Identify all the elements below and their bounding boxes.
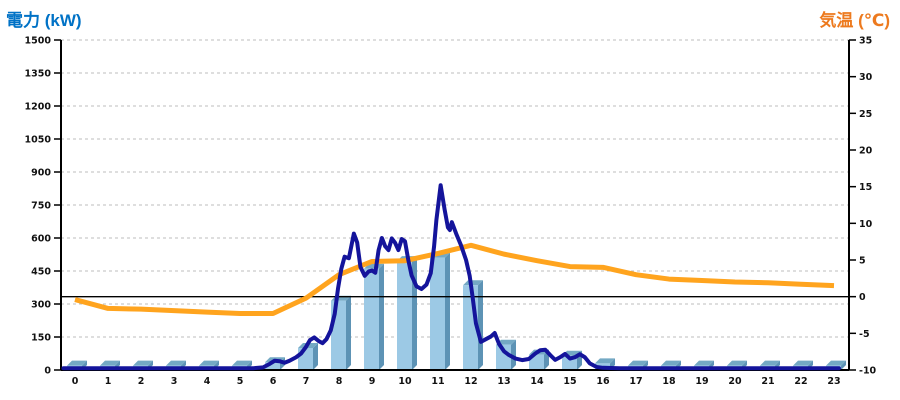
x-label-5: 5	[237, 376, 244, 387]
bar-top-hour-21	[760, 360, 780, 366]
x-label-22: 22	[794, 376, 807, 387]
x-label-21: 21	[761, 376, 774, 387]
x-label-16: 16	[596, 376, 610, 387]
bar-hour-10	[397, 261, 412, 370]
bar-hour-13	[496, 344, 511, 370]
bar-side-hour-12	[478, 280, 483, 370]
left-tick-label-1500: 1500	[25, 36, 52, 47]
bar-top-hour-0	[67, 360, 87, 366]
x-label-12: 12	[464, 376, 477, 387]
bar-side-hour-7	[313, 343, 318, 370]
right-tick-label-35: 35	[859, 36, 872, 47]
x-label-10: 10	[398, 376, 412, 387]
bar-hour-11	[430, 257, 445, 370]
right-tick-label-15: 15	[859, 182, 872, 193]
power-line	[61, 183, 841, 371]
bar-top-hour-5	[232, 360, 252, 366]
x-label-14: 14	[530, 376, 544, 387]
bar-top-hour-22	[793, 360, 813, 366]
bar-hour-14	[529, 354, 544, 370]
bar-top-hour-18	[661, 360, 681, 366]
right-tick-label-20: 20	[859, 146, 873, 157]
bar-side-hour-8	[346, 295, 351, 370]
left-tick-label-1050: 1050	[25, 135, 52, 146]
right-tick-label-5: 5	[859, 256, 866, 267]
x-label-7: 7	[303, 376, 310, 387]
bar-top-hour-20	[727, 360, 747, 366]
left-tick-label-900: 900	[31, 168, 51, 179]
right-tick-label--5: -5	[859, 329, 870, 340]
x-label-19: 19	[695, 376, 708, 387]
bar-top-hour-3	[166, 360, 186, 366]
left-tick-label-150: 150	[31, 333, 51, 344]
bar-top-hour-16	[595, 358, 615, 364]
right-tick-label-25: 25	[859, 109, 872, 120]
bar-hour-9	[364, 268, 379, 370]
bar-top-hour-19	[694, 360, 714, 366]
bar-top-hour-23	[826, 360, 846, 366]
x-label-2: 2	[138, 376, 145, 387]
x-label-11: 11	[431, 376, 444, 387]
x-label-1: 1	[105, 376, 112, 387]
bar-top-hour-4	[199, 360, 219, 366]
x-label-4: 4	[204, 376, 211, 387]
right-tick-label-0: 0	[859, 292, 866, 303]
bar-hour-6	[265, 362, 280, 370]
bar-top-hour-2	[133, 360, 153, 366]
x-label-8: 8	[336, 376, 343, 387]
x-label-6: 6	[270, 376, 277, 387]
right-tick-label-10: 10	[859, 219, 873, 230]
x-label-17: 17	[629, 376, 642, 387]
x-label-15: 15	[563, 376, 576, 387]
right-axis-title: 気温 (℃)	[819, 11, 890, 30]
x-label-18: 18	[662, 376, 676, 387]
left-tick-label-750: 750	[31, 201, 51, 212]
left-tick-label-1350: 1350	[25, 69, 52, 80]
temperature-line	[74, 242, 835, 317]
left-tick-label-1200: 1200	[25, 102, 52, 113]
bar-side-hour-23	[841, 360, 846, 370]
x-label-3: 3	[171, 376, 178, 387]
left-tick-label-300: 300	[31, 300, 51, 311]
bar-top-hour-12	[463, 280, 483, 286]
bar-side-hour-13	[511, 339, 516, 370]
x-label-20: 20	[728, 376, 742, 387]
x-label-9: 9	[369, 376, 376, 387]
right-tick-label-30: 30	[859, 72, 873, 83]
bar-top-hour-17	[628, 360, 648, 366]
x-label-0: 0	[72, 376, 79, 387]
left-axis-title: 電力 (kW)	[6, 11, 82, 30]
right-tick-label--10: -10	[859, 366, 877, 377]
left-tick-label-0: 0	[44, 366, 51, 377]
x-label-13: 13	[497, 376, 510, 387]
left-tick-label-600: 600	[31, 234, 51, 245]
bar-side-hour-9	[379, 263, 384, 370]
x-label-23: 23	[827, 376, 840, 387]
bar-side-hour-11	[445, 252, 450, 370]
left-tick-label-450: 450	[31, 267, 51, 278]
bar-top-hour-1	[100, 360, 120, 366]
